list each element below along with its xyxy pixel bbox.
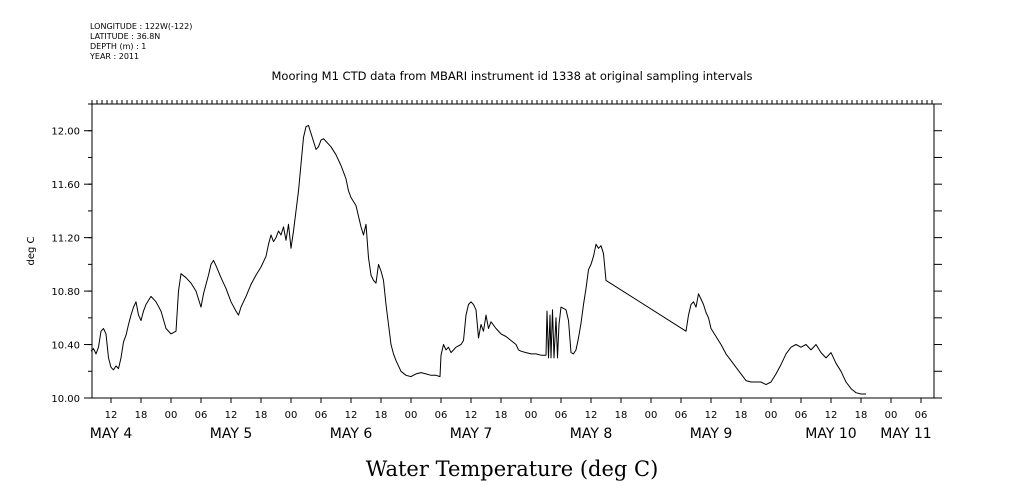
x-hour-label: 06: [795, 410, 808, 421]
x-hour-label: 06: [915, 410, 928, 421]
plot-frame: [91, 103, 935, 399]
x-day-label: MAY 6: [330, 426, 373, 442]
x-hour-label: 12: [705, 410, 718, 421]
x-hour-label: 18: [255, 410, 268, 421]
x-hour-label: 12: [225, 410, 238, 421]
x-day-label: MAY 9: [690, 426, 732, 442]
x-hour-label: 00: [645, 410, 658, 421]
y-tick-label: 11.60: [51, 180, 80, 191]
x-hour-label: 00: [285, 410, 298, 421]
x-hour-label: 18: [615, 410, 628, 421]
x-hour-label: 00: [165, 410, 178, 421]
x-hour-label: 18: [375, 410, 388, 421]
x-day-label: MAY 8: [570, 426, 612, 442]
temperature-series-line: [90, 124, 866, 395]
series-group: [90, 124, 866, 395]
x-hour-label: 06: [555, 410, 568, 421]
x-hour-label: 18: [735, 410, 748, 421]
longitude-label: LONGITUDE : 122W(-122): [90, 22, 192, 31]
x-axis-title: Water Temperature (deg C): [366, 457, 659, 481]
x-hour-label: 06: [675, 410, 688, 421]
y-tick-label: 12.00: [51, 127, 80, 138]
x-hour-label: 12: [825, 410, 838, 421]
year-label: YEAR : 2011: [89, 52, 139, 61]
y-tick-label: 10.40: [51, 341, 80, 352]
y-tick-label: 10.00: [51, 394, 80, 405]
chart-title: Mooring M1 CTD data from MBARI instrumen…: [272, 69, 753, 83]
x-day-label: MAY 7: [450, 426, 492, 442]
x-hour-label: 00: [885, 410, 898, 421]
minor-ticks: [88, 100, 942, 399]
x-hour-label: 18: [135, 410, 148, 421]
x-hour-label: 18: [495, 410, 508, 421]
x-hour-label: 12: [585, 410, 598, 421]
metadata-block: LONGITUDE : 122W(-122) LATITUDE : 36.8N …: [89, 22, 192, 61]
x-hour-label: 00: [405, 410, 418, 421]
x-axis: 12 18 00 06 12 18 00 06 12 18 00 06 12 18 00 06 12 18 00 06…: [90, 398, 932, 442]
x-day-label: MAY 5: [210, 426, 252, 442]
x-day-label: MAY 10: [805, 426, 856, 442]
x-day-label: MAY 11: [880, 426, 931, 442]
y-tick-label: 10.80: [51, 287, 80, 298]
x-hour-label: 06: [435, 410, 448, 421]
x-day-label: MAY 4: [90, 426, 133, 442]
y-axis: 10.00 10.40 10.80 11.20 11.60 12.00: [51, 127, 92, 405]
latitude-label: LATITUDE : 36.8N: [90, 32, 160, 41]
depth-label: DEPTH (m) : 1: [90, 42, 146, 51]
x-hour-label: 12: [465, 410, 478, 421]
x-hour-label: 00: [525, 410, 538, 421]
x-hour-label: 06: [315, 410, 328, 421]
x-hour-label: 06: [195, 410, 208, 421]
y-tick-label: 11.20: [51, 234, 80, 245]
x-hour-label: 18: [855, 410, 868, 421]
y-axis-label: deg C: [26, 236, 37, 265]
x-hour-label: 12: [345, 410, 358, 421]
x-hour-label: 12: [105, 410, 118, 421]
x-hour-label: 00: [765, 410, 778, 421]
